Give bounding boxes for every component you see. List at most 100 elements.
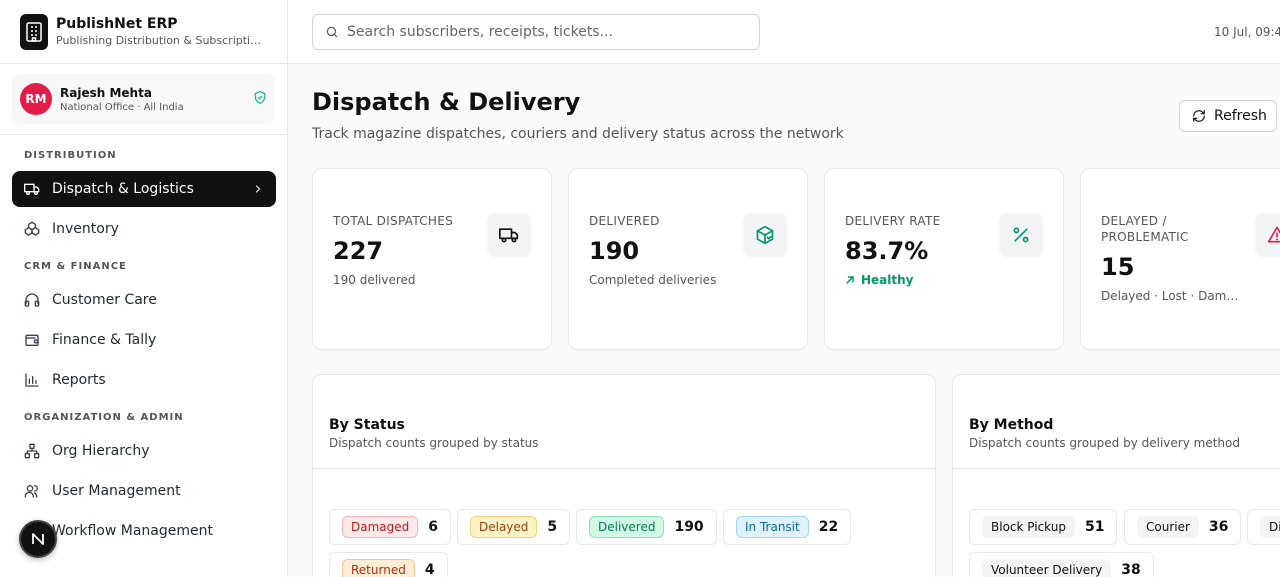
users-icon <box>24 483 40 499</box>
sidebar-item-reports[interactable]: Reports <box>12 362 276 398</box>
stat-card-delivered: DELIVERED 190 Completed deliveries <box>568 168 808 350</box>
method-badge: Volunteer Delivery <box>982 559 1112 577</box>
status-count: 190 <box>674 519 704 535</box>
panel-title: By Status <box>329 417 405 433</box>
topbar: 10 Jul, 09:4 <box>288 0 1280 64</box>
refresh-icon <box>1192 109 1206 123</box>
method-chip-direct[interactable]: Di <box>1247 509 1280 545</box>
stat-label: DELIVERY RATE <box>845 214 941 228</box>
brand-title: PublishNet ERP <box>56 16 178 32</box>
refresh-button[interactable]: Refresh <box>1179 100 1277 132</box>
sidebar-nav: DISTRIBUTION Dispatch & Logistics Invent… <box>0 150 287 549</box>
status-chip-returned[interactable]: Returned 4 <box>329 552 448 577</box>
method-chip-volunteer-delivery[interactable]: Volunteer Delivery 38 <box>969 552 1154 577</box>
building-icon <box>20 13 48 50</box>
trend-up-arrow-icon <box>845 275 855 285</box>
by-method-panel: By Method Dispatch counts grouped by del… <box>952 374 1280 577</box>
search-box[interactable] <box>312 14 760 50</box>
refresh-label: Refresh <box>1214 108 1267 124</box>
stat-value: 83.7% <box>845 237 929 265</box>
search-input[interactable] <box>347 24 727 40</box>
stat-label: DELAYED / PROBLEMATIC <box>1101 214 1189 244</box>
sidebar-item-dispatch-logistics[interactable]: Dispatch & Logistics <box>12 171 276 207</box>
status-count: 6 <box>428 519 439 535</box>
percent-icon <box>999 213 1043 257</box>
headphones-icon <box>24 292 40 308</box>
sidebar-item-label: Reports <box>52 372 106 388</box>
sidebar-item-label: Customer Care <box>52 292 157 308</box>
status-chip-in-transit[interactable]: In Transit 22 <box>723 509 852 545</box>
nav-section-crm-finance: CRM & FINANCE <box>24 261 127 272</box>
page-subtitle: Track magazine dispatches, couriers and … <box>312 126 844 142</box>
truck-icon <box>24 181 40 197</box>
status-badge: Delivered <box>589 516 665 538</box>
method-chip-courier[interactable]: Courier 36 <box>1124 509 1242 545</box>
sidebar-item-org-hierarchy[interactable]: Org Hierarchy <box>12 433 276 469</box>
panel-subtitle: Dispatch counts grouped by status <box>329 436 539 450</box>
sidebar-item-label: Org Hierarchy <box>52 443 150 459</box>
status-badge: Returned <box>342 559 415 577</box>
user-card[interactable]: RM Rajesh Mehta National Office · All In… <box>12 74 275 124</box>
sidebar-item-label: Workflow Management <box>52 523 213 539</box>
avatar: RM <box>20 83 52 115</box>
stat-label: DELIVERED <box>589 214 660 228</box>
stat-value: 227 <box>333 237 384 265</box>
method-badge: Block Pickup <box>982 516 1075 538</box>
sidebar-item-inventory[interactable]: Inventory <box>12 211 276 247</box>
status-badge: Delayed <box>470 516 538 538</box>
brand-subtitle: Publishing Distribution & Subscription M… <box>56 34 264 47</box>
page-title: Dispatch & Delivery <box>312 88 581 116</box>
wallet-icon <box>24 332 40 348</box>
method-chip-block-pickup[interactable]: Block Pickup 51 <box>969 509 1118 545</box>
status-count: 5 <box>547 519 558 535</box>
status-chip-delivered[interactable]: Delivered 190 <box>576 509 717 545</box>
stat-card-delayed-problematic: DELAYED / PROBLEMATIC 15 Delayed · Lost … <box>1080 168 1280 350</box>
user-role: National Office · All India <box>60 101 184 113</box>
method-count: 38 <box>1121 562 1141 577</box>
assistant-fab-button[interactable] <box>19 520 57 558</box>
nav-section-organization-admin: ORGANIZATION & ADMIN <box>24 412 184 423</box>
status-badge: In Transit <box>736 516 809 538</box>
sidebar-item-label: User Management <box>52 483 181 499</box>
sidebar-item-customer-care[interactable]: Customer Care <box>12 282 276 318</box>
panel-subtitle: Dispatch counts grouped by delivery meth… <box>969 436 1240 450</box>
panel-title: By Method <box>969 417 1054 433</box>
status-badge: Damaged <box>342 516 419 538</box>
divider <box>953 468 1280 469</box>
network-icon <box>24 443 40 459</box>
status-count: 22 <box>818 519 839 535</box>
sidebar-item-label: Inventory <box>52 221 119 237</box>
status-count: 4 <box>424 562 435 577</box>
method-badge: Di <box>1260 516 1280 538</box>
divider <box>313 468 935 469</box>
search-icon <box>325 25 339 39</box>
nav-section-distribution: DISTRIBUTION <box>24 150 117 161</box>
stat-note-text: Healthy <box>861 273 914 287</box>
status-chip-delayed[interactable]: Delayed 5 <box>457 509 571 545</box>
stat-note: Completed deliveries <box>589 273 717 287</box>
n-logo-icon <box>32 533 44 545</box>
sidebar-item-finance-tally[interactable]: Finance & Tally <box>12 322 276 358</box>
method-count: 36 <box>1208 519 1229 535</box>
package-check-icon <box>743 213 787 257</box>
sidebar-item-label: Finance & Tally <box>52 332 157 348</box>
stat-note: 190 delivered <box>333 273 416 287</box>
status-chip-damaged[interactable]: Damaged 6 <box>329 509 452 545</box>
stat-label: TOTAL DISPATCHES <box>333 214 454 228</box>
alert-triangle-icon <box>1255 213 1280 257</box>
stat-card-total-dispatches: TOTAL DISPATCHES 227 190 delivered <box>312 168 552 350</box>
method-badge: Courier <box>1137 516 1199 538</box>
stat-value: 190 <box>589 237 640 265</box>
stat-card-delivery-rate: DELIVERY RATE 83.7% Healthy <box>824 168 1064 350</box>
shield-check-icon <box>253 90 267 109</box>
boxes-icon <box>24 221 40 237</box>
stat-note-healthy: Healthy <box>845 273 914 287</box>
stat-note: Delayed · Lost · Damaged <box>1101 289 1239 303</box>
current-datetime: 10 Jul, 09:4 <box>1214 25 1280 39</box>
method-count: 51 <box>1084 519 1105 535</box>
sidebar-item-user-management[interactable]: User Management <box>12 473 276 509</box>
by-status-panel: By Status Dispatch counts grouped by sta… <box>312 374 936 577</box>
bar-chart-icon <box>24 372 40 388</box>
sidebar: PublishNet ERP Publishing Distribution &… <box>0 0 288 577</box>
brand: PublishNet ERP Publishing Distribution &… <box>0 0 287 64</box>
